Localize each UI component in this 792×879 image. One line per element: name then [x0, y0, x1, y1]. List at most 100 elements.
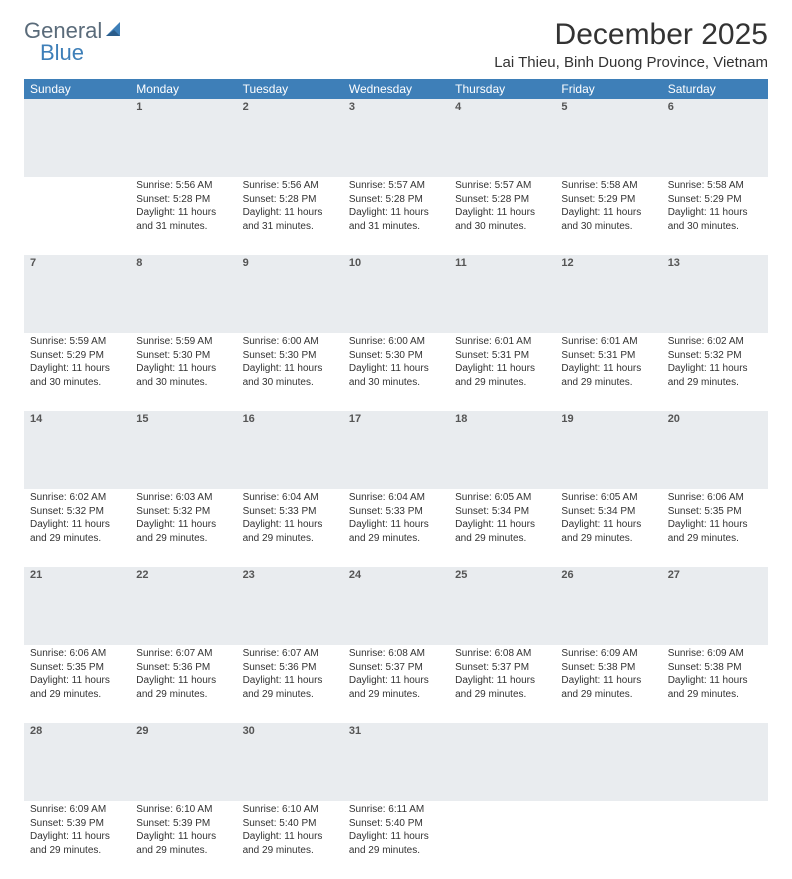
- day-cell: Sunrise: 6:01 AMSunset: 5:31 PMDaylight:…: [449, 333, 555, 411]
- calendar-table: Sunday Monday Tuesday Wednesday Thursday…: [24, 79, 768, 879]
- content-row: Sunrise: 6:06 AMSunset: 5:35 PMDaylight:…: [24, 645, 768, 723]
- day-cell-text: Sunrise: 6:02 AMSunset: 5:32 PMDaylight:…: [668, 335, 762, 389]
- cell-line: Daylight: 11 hours: [561, 674, 655, 688]
- day-cell: Sunrise: 6:00 AMSunset: 5:30 PMDaylight:…: [237, 333, 343, 411]
- day-cell-text: Sunrise: 6:00 AMSunset: 5:30 PMDaylight:…: [349, 335, 443, 389]
- cell-line: Daylight: 11 hours: [349, 206, 443, 220]
- day-cell: Sunrise: 6:10 AMSunset: 5:40 PMDaylight:…: [237, 801, 343, 879]
- cell-line: Sunrise: 6:09 AM: [668, 647, 762, 661]
- cell-line: Daylight: 11 hours: [243, 518, 337, 532]
- day-number: 3: [343, 99, 449, 177]
- day-cell: Sunrise: 6:00 AMSunset: 5:30 PMDaylight:…: [343, 333, 449, 411]
- day-header: Saturday: [662, 79, 768, 99]
- cell-line: and 29 minutes.: [30, 844, 124, 858]
- cell-line: Sunset: 5:28 PM: [243, 193, 337, 207]
- day-cell-text: Sunrise: 5:56 AMSunset: 5:28 PMDaylight:…: [136, 179, 230, 233]
- cell-line: Sunrise: 6:04 AM: [243, 491, 337, 505]
- cell-line: and 30 minutes.: [243, 376, 337, 390]
- cell-line: and 30 minutes.: [30, 376, 124, 390]
- content-row: Sunrise: 5:56 AMSunset: 5:28 PMDaylight:…: [24, 177, 768, 255]
- day-number: 14: [24, 411, 130, 489]
- cell-line: Daylight: 11 hours: [243, 830, 337, 844]
- cell-line: and 29 minutes.: [243, 532, 337, 546]
- day-number: [449, 723, 555, 801]
- cell-line: Sunset: 5:40 PM: [349, 817, 443, 831]
- cell-line: Sunset: 5:30 PM: [349, 349, 443, 363]
- cell-line: Sunset: 5:35 PM: [668, 505, 762, 519]
- cell-line: Sunset: 5:33 PM: [349, 505, 443, 519]
- daynum-row: 28293031: [24, 723, 768, 801]
- cell-line: and 29 minutes.: [30, 688, 124, 702]
- cell-line: Sunset: 5:32 PM: [30, 505, 124, 519]
- day-number: 4: [449, 99, 555, 177]
- cell-line: Sunset: 5:39 PM: [30, 817, 124, 831]
- day-cell-text: Sunrise: 6:01 AMSunset: 5:31 PMDaylight:…: [455, 335, 549, 389]
- cell-line: Sunrise: 5:56 AM: [243, 179, 337, 193]
- cell-line: Daylight: 11 hours: [455, 206, 549, 220]
- cell-line: Sunrise: 6:01 AM: [561, 335, 655, 349]
- day-header-row: Sunday Monday Tuesday Wednesday Thursday…: [24, 79, 768, 99]
- cell-line: and 31 minutes.: [243, 220, 337, 234]
- cell-line: Sunrise: 6:05 AM: [561, 491, 655, 505]
- day-cell: Sunrise: 6:10 AMSunset: 5:39 PMDaylight:…: [130, 801, 236, 879]
- day-cell-text: Sunrise: 6:07 AMSunset: 5:36 PMDaylight:…: [136, 647, 230, 701]
- day-cell: Sunrise: 6:09 AMSunset: 5:39 PMDaylight:…: [24, 801, 130, 879]
- cell-line: Sunrise: 5:58 AM: [668, 179, 762, 193]
- cell-line: Daylight: 11 hours: [668, 362, 762, 376]
- day-number: 21: [24, 567, 130, 645]
- cell-line: Daylight: 11 hours: [243, 362, 337, 376]
- cell-line: Sunset: 5:39 PM: [136, 817, 230, 831]
- cell-line: Daylight: 11 hours: [349, 518, 443, 532]
- cell-line: Daylight: 11 hours: [136, 518, 230, 532]
- cell-line: Sunrise: 5:59 AM: [136, 335, 230, 349]
- day-number: 8: [130, 255, 236, 333]
- content-row: Sunrise: 6:09 AMSunset: 5:39 PMDaylight:…: [24, 801, 768, 879]
- cell-line: and 29 minutes.: [455, 532, 549, 546]
- day-number: [24, 99, 130, 177]
- cell-line: Sunset: 5:37 PM: [349, 661, 443, 675]
- day-cell: Sunrise: 6:09 AMSunset: 5:38 PMDaylight:…: [662, 645, 768, 723]
- cell-line: and 29 minutes.: [30, 532, 124, 546]
- cell-line: Daylight: 11 hours: [30, 518, 124, 532]
- day-number: 30: [237, 723, 343, 801]
- cell-line: Sunrise: 6:08 AM: [349, 647, 443, 661]
- cell-line: and 31 minutes.: [349, 220, 443, 234]
- day-cell-text: Sunrise: 6:05 AMSunset: 5:34 PMDaylight:…: [455, 491, 549, 545]
- day-cell: Sunrise: 5:58 AMSunset: 5:29 PMDaylight:…: [662, 177, 768, 255]
- logo-sail-icon: [104, 20, 124, 38]
- cell-line: and 29 minutes.: [561, 688, 655, 702]
- day-cell-text: Sunrise: 6:03 AMSunset: 5:32 PMDaylight:…: [136, 491, 230, 545]
- cell-line: Sunrise: 6:00 AM: [243, 335, 337, 349]
- cell-line: Sunset: 5:37 PM: [455, 661, 549, 675]
- cell-line: Sunset: 5:28 PM: [455, 193, 549, 207]
- cell-line: and 30 minutes.: [561, 220, 655, 234]
- day-cell-text: Sunrise: 6:02 AMSunset: 5:32 PMDaylight:…: [30, 491, 124, 545]
- cell-line: Sunrise: 6:10 AM: [243, 803, 337, 817]
- cell-line: Sunset: 5:31 PM: [561, 349, 655, 363]
- day-cell-text: Sunrise: 5:58 AMSunset: 5:29 PMDaylight:…: [561, 179, 655, 233]
- cell-line: Daylight: 11 hours: [455, 674, 549, 688]
- cell-line: and 29 minutes.: [668, 532, 762, 546]
- day-cell-text: Sunrise: 6:11 AMSunset: 5:40 PMDaylight:…: [349, 803, 443, 857]
- cell-line: Sunset: 5:28 PM: [349, 193, 443, 207]
- day-number: 17: [343, 411, 449, 489]
- title-block: December 2025 Lai Thieu, Binh Duong Prov…: [494, 18, 768, 71]
- cell-line: Sunrise: 6:00 AM: [349, 335, 443, 349]
- cell-line: Daylight: 11 hours: [30, 674, 124, 688]
- cell-line: Sunset: 5:28 PM: [136, 193, 230, 207]
- day-cell: Sunrise: 6:09 AMSunset: 5:38 PMDaylight:…: [555, 645, 661, 723]
- day-number: 25: [449, 567, 555, 645]
- cell-line: and 29 minutes.: [136, 844, 230, 858]
- location-text: Lai Thieu, Binh Duong Province, Vietnam: [494, 54, 768, 71]
- day-header: Friday: [555, 79, 661, 99]
- day-cell: Sunrise: 6:03 AMSunset: 5:32 PMDaylight:…: [130, 489, 236, 567]
- cell-line: Sunrise: 5:57 AM: [455, 179, 549, 193]
- day-cell-text: Sunrise: 6:10 AMSunset: 5:40 PMDaylight:…: [243, 803, 337, 857]
- day-cell: [662, 801, 768, 879]
- day-header: Wednesday: [343, 79, 449, 99]
- cell-line: and 29 minutes.: [243, 844, 337, 858]
- cell-line: Sunset: 5:38 PM: [561, 661, 655, 675]
- day-cell: Sunrise: 6:05 AMSunset: 5:34 PMDaylight:…: [449, 489, 555, 567]
- day-number: 31: [343, 723, 449, 801]
- cell-line: Sunrise: 5:56 AM: [136, 179, 230, 193]
